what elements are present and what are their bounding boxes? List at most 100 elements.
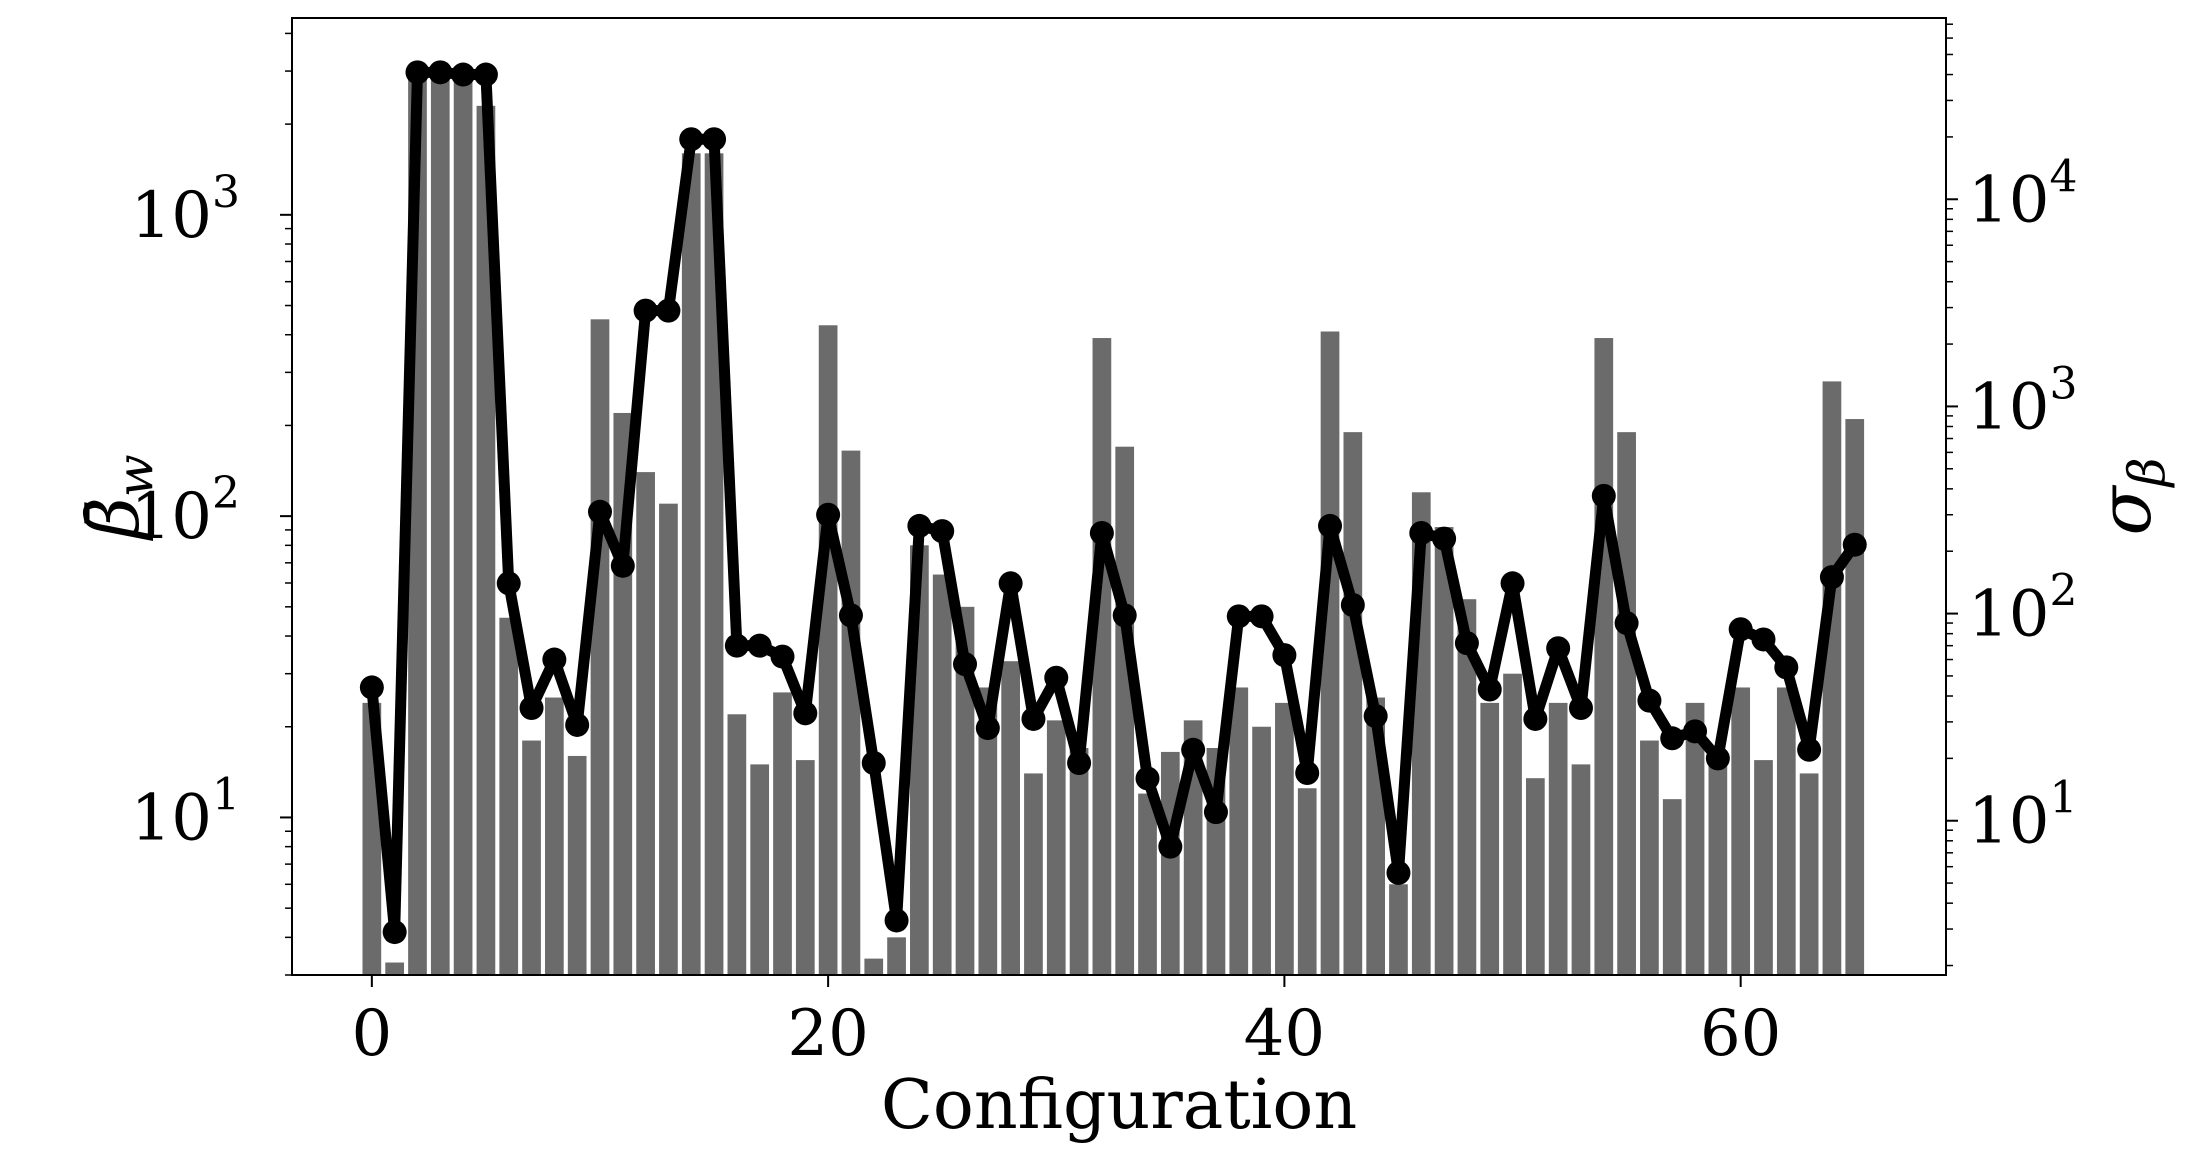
line-point [382,920,407,945]
line-point [1797,737,1822,762]
line-point [907,513,932,538]
bar [1024,773,1043,975]
line-point [1181,737,1206,762]
right-axis-title-subscript: β [2118,457,2176,488]
line-point [724,633,749,658]
bar [453,80,473,976]
left-axis-title-symbol: β̄ [71,497,155,542]
bar [1434,527,1454,975]
line-point [451,62,476,87]
line-point [816,502,841,527]
bar [1069,748,1089,975]
left-axis-title: β̄w [71,454,164,541]
bar [1845,419,1865,975]
line-point [428,60,453,85]
bar [932,574,952,975]
line-point [1614,611,1639,636]
line-point [1751,627,1776,652]
bar [1389,884,1408,975]
line-point [953,652,978,677]
left-tick-label: 101 [131,769,240,855]
line-point [1272,643,1297,668]
line-point [565,712,590,737]
line-point [793,701,818,726]
bar [1708,755,1728,975]
bar [681,153,701,976]
line-point [359,675,384,700]
line-point [1295,760,1320,785]
bar [522,740,541,975]
bar [887,937,906,975]
bar [1548,702,1568,975]
bar [1138,793,1157,975]
bar [476,105,496,975]
line-point [1249,604,1274,629]
line-point [1409,520,1434,545]
line-point [542,647,567,672]
bar [1525,778,1545,975]
bar [1617,432,1636,975]
bar [659,503,678,975]
line-point [747,633,772,658]
x-tick-label: 0 [351,997,392,1071]
bars-layer [362,75,1865,976]
line-point [1044,665,1069,690]
bar [1731,687,1751,975]
right-tick-label: 103 [1968,358,2077,444]
line-point [1546,636,1571,661]
bar [1754,760,1773,975]
line-point [1226,604,1251,629]
bar [1160,751,1180,975]
line-point [1454,631,1479,656]
bar [1457,599,1477,975]
line-point [1637,688,1662,713]
line-point [1842,532,1867,557]
x-axis: 0 20 40 60 [351,975,1781,1071]
line-point [1568,696,1593,721]
right-axis-title-symbol: σ [2083,485,2167,536]
bar [1776,687,1796,975]
bar [727,714,747,975]
line-point [1363,704,1388,729]
bar [1571,764,1591,975]
bar [1275,702,1294,975]
bar [1115,446,1135,975]
line-point [633,298,658,323]
bar [1297,788,1317,975]
bar [818,325,838,975]
right-tick-label: 104 [1968,151,2077,237]
line-point [1705,746,1730,771]
bar [1229,687,1249,975]
line-point [1203,800,1228,825]
line-point [1774,655,1799,680]
line-point [1683,719,1708,744]
bar [1343,432,1363,975]
bar [1252,726,1271,975]
line-point [679,127,704,152]
line-point [930,519,955,544]
line-point [1728,617,1753,642]
bar [978,687,998,975]
line-point [610,553,635,578]
x-axis-title: Configuration [881,1066,1357,1145]
bar [1822,381,1842,975]
line-point [1135,766,1160,791]
plot-frame [291,17,1947,976]
line-point [884,908,909,933]
bar [1503,673,1522,975]
bar [1799,773,1819,975]
line-point [838,603,863,628]
bar [1046,720,1066,975]
line-point [702,127,727,152]
line-point [975,716,1000,741]
bar [1685,702,1705,975]
bar [567,755,587,975]
x-tick-label: 20 [787,997,868,1071]
bar [385,962,405,975]
line-point [1591,483,1616,508]
bar [1594,338,1614,975]
line-point [770,644,795,669]
bar [1640,740,1659,975]
bar [1001,661,1020,975]
